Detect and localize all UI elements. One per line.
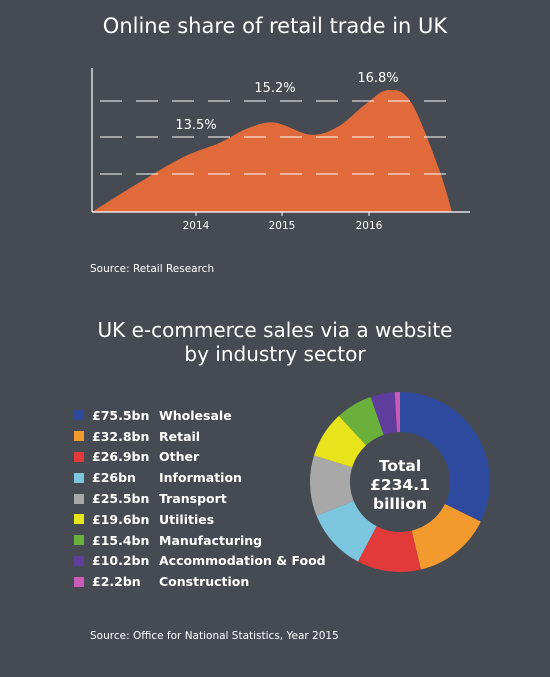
donut-slice [310,455,354,516]
legend-value: £32.8bn [92,428,150,444]
legend-label: Wholesale [159,407,232,423]
donut-legend: £75.5bn Wholesale £32.8bn Retail £26.9bn Othe… [74,405,326,592]
legend-label: Manufacturing [159,532,263,548]
legend-item: £15.4bn Manufacturing [74,530,326,551]
legend-label: Construction [159,574,250,590]
legend-swatch [74,576,84,587]
donut-slice [411,504,481,570]
donut-center-line3: billion [372,495,428,513]
legend-swatch [74,451,84,462]
x-tick-label: 2014 [183,220,210,232]
x-tick-label: 2015 [269,220,296,232]
donut-chart-title: UK e-commerce sales via a website by ind… [0,318,550,366]
legend-label: Information [159,470,242,486]
legend-item: £10.2bn Accommodation & Food [74,551,326,572]
donut-slice [316,500,377,562]
legend-label: Accommodation & Food [159,553,326,569]
legend-value: £26.9bn [92,449,150,465]
donut-slice [370,392,398,435]
legend-value: £19.6bn [92,511,150,527]
legend-value: £15.4bn [92,532,150,548]
legend-value: £2.2bn [92,574,141,590]
legend-item: £26.9bn Other [74,447,326,468]
legend-item: £2.2bn Construction [74,571,326,592]
legend-swatch [74,431,84,442]
data-label: 15.2% [254,81,295,96]
legend-swatch [74,472,84,483]
legend-label: Retail [159,428,201,444]
area-chart-title: Online share of retail trade in UK [102,14,448,38]
legend-label: Other [159,449,200,465]
legend-value: £75.5bn [92,407,150,423]
data-label: 16.8% [357,71,398,86]
legend-value: £25.5bn [92,491,150,507]
legend-item: £32.8bn Retail [74,426,326,447]
legend-swatch [74,410,84,421]
legend-item: £19.6bn Utilities [74,509,326,530]
data-label: 13.5% [175,118,216,133]
legend-label: Transport [159,491,227,507]
donut-center-line2: £234.1 [370,476,430,494]
donut-slice [338,396,384,446]
legend-swatch [74,514,84,525]
donut-chart [310,392,490,572]
legend-label: Utilities [159,511,215,527]
x-tick-label: 2016 [356,220,383,232]
legend-value: £26bn [92,470,136,486]
area-series [92,89,452,212]
area-chart: 2014 2015 2016 13.5% 15.2% 16.8% [91,68,470,232]
donut-chart-title-line2: by industry sector [184,342,366,366]
legend-value: £10.2bn [92,553,150,569]
area-chart-source: Source: Retail Research [90,263,215,275]
donut-slice [400,392,490,522]
legend-swatch [74,535,84,546]
donut-slice [394,392,400,433]
donut-center-line1: Total [378,457,422,475]
donut-center-label: Total £234.1 billion [350,457,450,514]
donut-slice [313,415,367,468]
donut-chart-source: Source: Office for National Statistics, … [90,630,339,642]
legend-item: £75.5bn Wholesale [74,405,326,426]
donut-chart-title-line1: UK e-commerce sales via a website [97,318,453,342]
legend-item: £25.5bn Transport [74,488,326,509]
legend-swatch [74,555,84,566]
legend-swatch [74,493,84,504]
donut-slice [357,526,421,572]
legend-item: £26bn Information [74,467,326,488]
